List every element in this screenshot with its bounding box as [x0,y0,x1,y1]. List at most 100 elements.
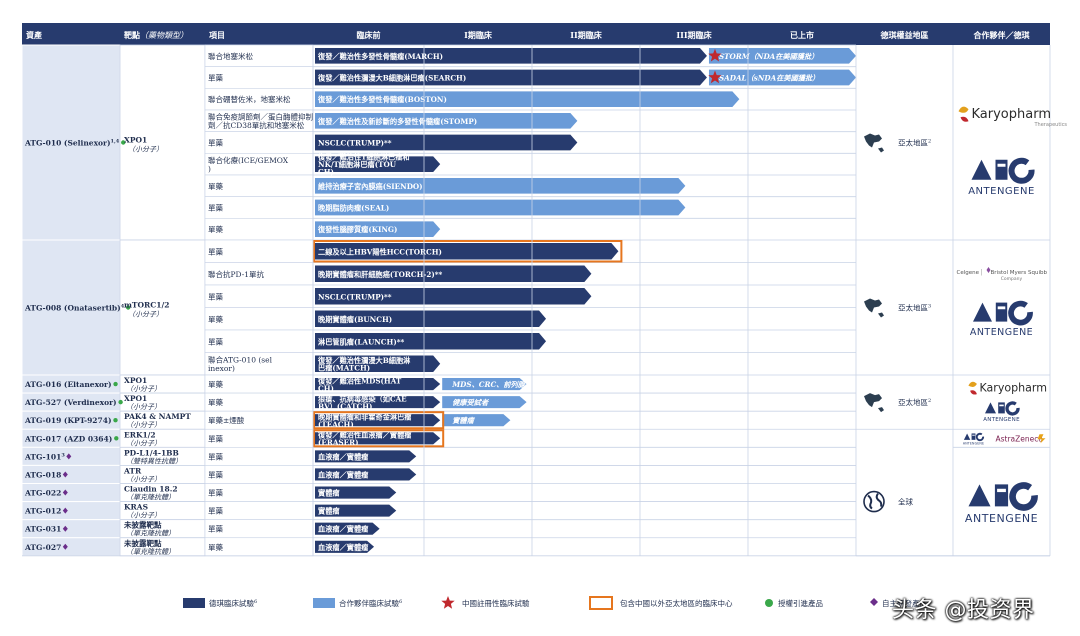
legend-swatch [313,598,335,608]
antengene-t-mark [995,159,1008,180]
partner-trial-label: SADAL（sNDA在美國獲批） [719,74,819,83]
project-label: 單藥 [208,469,223,479]
antengene-g-mark [1009,482,1038,511]
legend-diamond-icon [870,598,878,606]
header-drug-type: （藥物類型） [140,31,188,40]
internal-diamond [62,471,68,478]
indication-label: 晚期實體瘤和肝細胞癌(TORCH-2)** [318,270,443,279]
target-name: Claudin 18.2 [124,485,178,494]
own-trial-bar [315,522,380,535]
asset-name: ATG-018 [24,470,61,479]
legend-star-icon [441,596,455,609]
own-trial-bar [315,378,441,391]
target-cell [119,44,206,241]
target-name: mTORC1/2 [124,301,169,310]
indication-label: NK/T細胞淋巴瘤(TOU [318,160,397,169]
internal-diamond [62,525,68,532]
target-name: PD-L1/4-1BB [124,448,179,457]
indication-label: 復發／難治性多發性骨髓瘤(MARCH) [317,52,443,61]
globe-continents [867,492,883,510]
header-region: 德琪權益地區 [881,30,929,40]
own-trial-bar [315,310,547,327]
project-label: 單藥 [208,379,223,389]
own-trial-bar [315,396,441,409]
project-label: 單藥 [208,73,223,83]
region-footnote: 3 [928,304,931,310]
region-footnote: 2 [928,398,931,404]
project-label: 單藥 [208,451,223,461]
project-label: 聯合地塞米松 [208,51,253,61]
asset-name: ATG-031 [24,525,61,534]
asset-name: ATG-022 [24,489,61,498]
indication-label: 淋巴管肌瘤(LAUNCH)** [318,337,404,346]
drug-type: （小分子） [126,512,161,520]
legend-label: 中國註冊性臨床試驗 [462,598,530,608]
header-project: 項目 [209,30,225,40]
asset-name: ATG-027 [24,543,61,552]
own-trial-bar [315,432,441,445]
internal-diamond [62,507,68,514]
antengene-t-cut [997,306,1006,310]
indication-label: 實體瘤 [318,489,340,498]
own-trial-bar [315,48,707,64]
asset-name: ATG-527 (Verdinexor) [24,398,117,407]
asset-name: ATG-012 [24,507,61,516]
indication-label: 維持治療子宮內膜癌(SIENDO) [318,182,423,191]
apac-site-highlight [313,240,623,263]
antengene-t-mark [998,402,1005,414]
antengene-logo-tiny: ANTENGENE [963,432,985,445]
project-label: 單藥 [208,246,223,256]
drug-type: （小分子） [126,403,161,411]
legend-dot-icon [765,599,773,607]
karyopharm-wordmark: Karyopharm [979,382,1047,395]
indication-label: 復發／難治性瀰漫大B細胞淋巴瘤(SEARCH) [317,74,466,83]
drug-type: （單克隆抗體） [126,548,175,556]
indication-label: CH) [318,168,334,177]
legend-label: 德琪臨床試驗6 [209,598,257,608]
antengene-logo-2: ANTENGENE [970,300,1033,338]
antengene-t-mark [995,302,1008,322]
partner-trial-label: STORM（NDA在美國獲批） [719,52,818,61]
asset-cell [21,239,121,376]
asset-footnote: 1,4 [111,139,120,145]
project-label: 單藥 [208,488,223,498]
antengene-t-cut [999,404,1004,407]
target-name: PAK4 & NAMPT [124,412,191,421]
antengene-g-mark [1008,157,1035,184]
indication-label: 血液瘤／實體瘤 [318,470,369,479]
partner-trial-bar [442,378,527,391]
partner-trial-bar [442,414,511,427]
china-registrational-star [708,48,722,62]
project-label: 單藥 [208,224,223,234]
legend-footnote: 6 [399,599,402,605]
asset-footnote: 4 [121,304,125,310]
own-trial-bar [315,243,619,260]
asset-name: ATG-017 (AZD 0364) [24,434,112,443]
indication-label: 復發／難治性T細胞淋巴瘤和 [317,153,410,162]
bms-mark [986,267,991,273]
apac-site-highlight [313,411,445,430]
asia-pacific-map-icon [864,393,884,413]
header-stage: II期臨床 [570,30,602,40]
region-label: 亞太地區2 [898,397,931,407]
project-label: 單藥 [208,291,223,301]
own-trial-bar [315,333,547,350]
drug-type: （小分子） [126,475,161,483]
indication-label: BV）(CATCH) [318,402,372,411]
project-label: 單藥 [208,314,223,324]
legend-label: 包含中國以外亞太地區的臨床中心 [620,598,733,608]
internal-diamond [66,453,72,460]
region-footnote: 2 [928,139,931,145]
indication-label: 復發／難治性瀰漫大B細胞淋 [317,356,411,365]
antengene-wordmark: ANTENGENE [970,327,1033,338]
target-name: KRAS [124,503,148,512]
partner-trial-label: 健康受試者 [452,398,490,407]
indication-label: (TEACH) [318,420,354,429]
indication-label: 實體瘤 [318,507,340,516]
own-trial-bar [315,156,441,172]
own-trial-bar [315,134,578,151]
drug-type: （雙特異性抗體） [126,457,182,465]
antengene-t-cut [997,488,1006,493]
celgene-wordmark: Celgene [957,270,980,276]
